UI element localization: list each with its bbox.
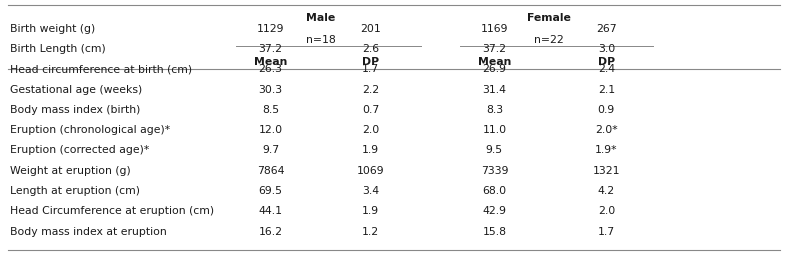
Text: 26.3: 26.3 — [258, 64, 282, 74]
Text: 31.4: 31.4 — [482, 85, 507, 95]
Text: 69.5: 69.5 — [258, 186, 282, 196]
Text: 267: 267 — [596, 24, 617, 34]
Text: Birth weight (g): Birth weight (g) — [10, 24, 95, 34]
Text: 16.2: 16.2 — [258, 227, 282, 237]
Text: 4.2: 4.2 — [598, 186, 615, 196]
Text: 7339: 7339 — [481, 166, 508, 176]
Text: Gestational age (weeks): Gestational age (weeks) — [10, 85, 143, 95]
Text: 9.5: 9.5 — [486, 145, 503, 155]
Text: 3.4: 3.4 — [362, 186, 379, 196]
Text: 12.0: 12.0 — [258, 125, 283, 135]
Text: 7864: 7864 — [257, 166, 284, 176]
Text: Mean: Mean — [478, 57, 511, 67]
Text: Birth Length (cm): Birth Length (cm) — [10, 44, 106, 54]
Text: Weight at eruption (g): Weight at eruption (g) — [10, 166, 131, 176]
Text: 1069: 1069 — [357, 166, 385, 176]
Text: 2.6: 2.6 — [362, 44, 379, 54]
Text: 1.9*: 1.9* — [595, 145, 618, 155]
Text: 0.7: 0.7 — [362, 105, 380, 115]
Text: DP: DP — [362, 57, 379, 67]
Text: Head Circumference at eruption (cm): Head Circumference at eruption (cm) — [10, 206, 214, 216]
Text: Female: Female — [526, 13, 571, 23]
Text: 1.9: 1.9 — [362, 145, 379, 155]
Text: 2.1: 2.1 — [598, 85, 615, 95]
Text: 1321: 1321 — [593, 166, 620, 176]
Text: 37.2: 37.2 — [258, 44, 282, 54]
Text: 68.0: 68.0 — [482, 186, 507, 196]
Text: 1.9: 1.9 — [362, 206, 379, 216]
Text: Eruption (chronological age)*: Eruption (chronological age)* — [10, 125, 170, 135]
Text: Body mass index (birth): Body mass index (birth) — [10, 105, 140, 115]
Text: n=22: n=22 — [533, 35, 563, 45]
Text: 1.7: 1.7 — [362, 64, 379, 74]
Text: 3.0: 3.0 — [598, 44, 615, 54]
Text: Mean: Mean — [254, 57, 287, 67]
Text: 201: 201 — [360, 24, 381, 34]
Text: Body mass index at eruption: Body mass index at eruption — [10, 227, 167, 237]
Text: 44.1: 44.1 — [258, 206, 282, 216]
Text: 0.9: 0.9 — [598, 105, 615, 115]
Text: 2.0*: 2.0* — [595, 125, 618, 135]
Text: 8.5: 8.5 — [262, 105, 279, 115]
Text: Eruption (corrected age)*: Eruption (corrected age)* — [10, 145, 150, 155]
Text: 1169: 1169 — [481, 24, 508, 34]
Text: 30.3: 30.3 — [258, 85, 283, 95]
Text: 2.0: 2.0 — [362, 125, 380, 135]
Text: 11.0: 11.0 — [482, 125, 507, 135]
Text: Male: Male — [306, 13, 335, 23]
Text: DP: DP — [598, 57, 615, 67]
Text: 9.7: 9.7 — [262, 145, 279, 155]
Text: Length at eruption (cm): Length at eruption (cm) — [10, 186, 140, 196]
Text: 15.8: 15.8 — [482, 227, 507, 237]
Text: 2.4: 2.4 — [598, 64, 615, 74]
Text: 2.2: 2.2 — [362, 85, 379, 95]
Text: 42.9: 42.9 — [482, 206, 507, 216]
Text: n=18: n=18 — [306, 35, 336, 45]
Text: 1.2: 1.2 — [362, 227, 379, 237]
Text: 2.0: 2.0 — [598, 206, 615, 216]
Text: 1129: 1129 — [257, 24, 284, 34]
Text: 26.9: 26.9 — [482, 64, 507, 74]
Text: 37.2: 37.2 — [482, 44, 507, 54]
Text: 8.3: 8.3 — [486, 105, 503, 115]
Text: Head circumference at birth (cm): Head circumference at birth (cm) — [10, 64, 192, 74]
Text: 1.7: 1.7 — [598, 227, 615, 237]
